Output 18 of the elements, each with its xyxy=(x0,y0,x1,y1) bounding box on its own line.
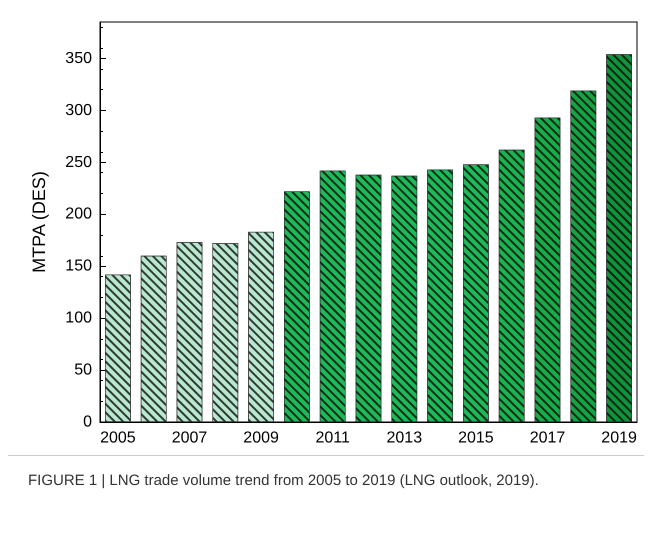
y-tick-label: 0 xyxy=(83,414,92,430)
y-tick-label: 50 xyxy=(74,362,92,379)
x-tick-label: 2011 xyxy=(315,430,350,446)
y-tick-label: 250 xyxy=(65,154,92,171)
x-tick-label: 2007 xyxy=(172,430,208,446)
y-tick-label: 200 xyxy=(65,206,92,223)
y-tick-label: 350 xyxy=(65,50,92,67)
x-tick-label: 2019 xyxy=(601,430,637,446)
caption: FIGURE 1 | LNG trade volume trend from 2005 to 2019 (LNG outlook, 2019). xyxy=(28,471,540,491)
x-tick-label: 2009 xyxy=(243,430,279,446)
x-tick-label: 2005 xyxy=(100,430,136,446)
x-tick-label: 2013 xyxy=(386,430,422,446)
y-tick-label: 100 xyxy=(65,310,92,327)
y-tick-label: 150 xyxy=(65,258,92,275)
x-tick-label: 2017 xyxy=(530,430,566,446)
y-tick-label: 300 xyxy=(65,102,92,119)
y-axis-title: MTPA (DES) xyxy=(29,171,49,273)
x-tick-label: 2015 xyxy=(458,430,494,446)
